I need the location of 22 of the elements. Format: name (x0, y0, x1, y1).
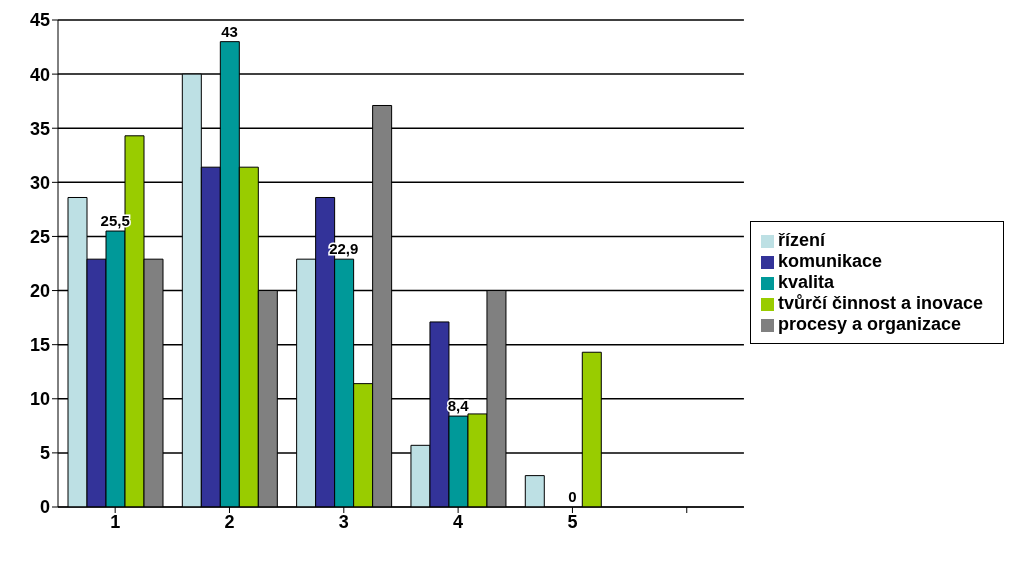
y-tick-label: 15 (29, 335, 50, 356)
y-tick-label: 5 (39, 443, 50, 464)
legend-label: procesy a organizace (777, 314, 962, 334)
y-tick-label: 40 (29, 64, 50, 85)
y-tick-label: 45 (29, 10, 50, 31)
x-tick-label: 5 (567, 511, 578, 532)
x-tick-label: 1 (110, 511, 121, 532)
y-tick-label: 35 (29, 118, 50, 139)
legend-label: kvalita (777, 272, 834, 292)
x-tick-label: 3 (338, 511, 349, 532)
data-label: 0 (568, 488, 577, 505)
y-tick-label: 0 (39, 497, 50, 518)
y-tick-label: 25 (29, 226, 50, 247)
y-tick-label: 10 (29, 389, 50, 410)
data-label: 43 (221, 22, 238, 40)
x-tick-label: 2 (224, 511, 235, 532)
legend-label: řízení (777, 230, 825, 250)
legend-label: tvůrčí činnost a inovace (777, 293, 983, 313)
y-tick-label: 30 (29, 172, 50, 193)
legend-label: komunikace (777, 251, 882, 271)
x-tick-label: 4 (453, 511, 464, 532)
y-tick-label: 20 (29, 280, 50, 301)
